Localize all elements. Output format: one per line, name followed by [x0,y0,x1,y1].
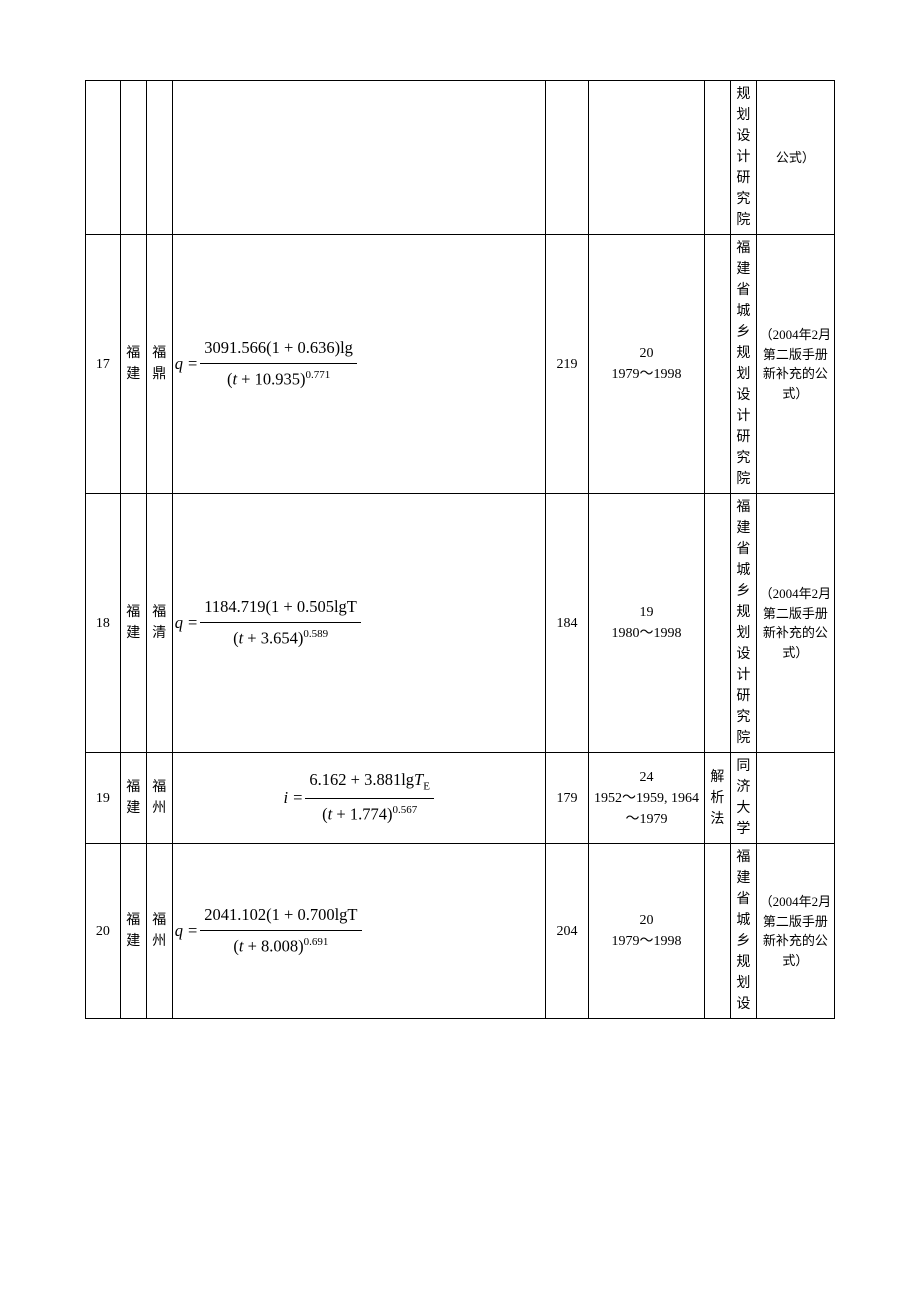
cell-province: 福建 [120,235,146,494]
table-row: 19 福建 福州 i = 6.162 + 3.881lgTE (t + 1.77… [86,753,835,844]
formula-lhs: i [284,786,289,811]
fraction: 6.162 + 3.881lgTE (t + 1.774)0.567 [305,765,434,830]
cell-formula: q = 2041.102(1 + 0.700lgT (t + 8.008)0.6… [172,844,545,1019]
formula-lhs: q [175,352,183,377]
years-range: 1980～1998 [611,626,681,641]
cell-institution: 福建省城乡规划设计研究院 [730,235,756,494]
years-range: 1979～1998 [611,367,681,382]
equals-sign: = [188,352,197,377]
cell-formula: i = 6.162 + 3.881lgTE (t + 1.774)0.567 [172,753,545,844]
cell-years [589,81,705,235]
cell-years: 19 1980～1998 [589,494,705,753]
numerator: 6.162 + 3.881lgTE [305,765,434,799]
cell-years: 20 1979～1998 [589,235,705,494]
cell-note: （2004年2月第二版手册新补充的公式） [756,494,834,753]
cell-method [704,81,730,235]
years-count: 19 [639,605,653,620]
fraction: 3091.566(1 + 0.636)lg (t + t + 10.93510.… [200,333,357,396]
cell-institution: 同济大学 [730,753,756,844]
cell-method: 解析法 [704,753,730,844]
cell-city: 福州 [146,753,172,844]
cell-value: 204 [545,844,588,1019]
denominator: (t + 1.774)0.567 [318,799,421,830]
numerator: 3091.566(1 + 0.636)lg [200,333,357,365]
table-row: 17 福建 福鼎 q = 3091.566(1 + 0.636)lg (t + … [86,235,835,494]
cell-method [704,844,730,1019]
cell-province: 福建 [120,494,146,753]
cell-formula: q = 1184.719(1 + 0.505lgT (t + 3.654)0.5… [172,494,545,753]
cell-note: （2004年2月第二版手册新补充的公式） [756,235,834,494]
denominator: (t + t + 10.93510.935)0.771 [223,364,334,395]
cell-city: 福清 [146,494,172,753]
years-count: 20 [639,913,653,928]
cell-institution: 规划设计研究院 [730,81,756,235]
cell-value: 179 [545,753,588,844]
formula-lhs: q [175,919,183,944]
cell-idx: 18 [86,494,121,753]
cell-idx: 17 [86,235,121,494]
years-range: 1979～1998 [611,934,681,949]
cell-city: 福鼎 [146,235,172,494]
cell-years: 24 1952～1959, 1964～1979 [589,753,705,844]
cell-institution: 福建省城乡规划设 [730,844,756,1019]
cell-idx: 19 [86,753,121,844]
cell-province [120,81,146,235]
cell-city [146,81,172,235]
cell-formula [172,81,545,235]
cell-province: 福建 [120,753,146,844]
numerator: 1184.719(1 + 0.505lgT [200,592,361,624]
cell-idx [86,81,121,235]
cell-method [704,235,730,494]
equals-sign: = [188,611,197,636]
cell-institution: 福建省城乡规划设计研究院 [730,494,756,753]
cell-years: 20 1979～1998 [589,844,705,1019]
fraction: 1184.719(1 + 0.505lgT (t + 3.654)0.589 [200,592,361,655]
years-count: 24 [639,770,653,785]
table-row: 18 福建 福清 q = 1184.719(1 + 0.505lgT (t + … [86,494,835,753]
cell-value: 219 [545,235,588,494]
numerator: 2041.102(1 + 0.700lgT [200,900,361,932]
table-row: 规划设计研究院 公式） [86,81,835,235]
formula-lhs: q [175,611,183,636]
cell-idx: 20 [86,844,121,1019]
equals-sign: = [188,919,197,944]
cell-note [756,753,834,844]
cell-city: 福州 [146,844,172,1019]
rainfall-formula-table: 规划设计研究院 公式） 17 福建 福鼎 q = 3091.566(1 + 0.… [85,80,835,1019]
years-count: 20 [639,346,653,361]
equals-sign: = [293,786,302,811]
cell-method [704,494,730,753]
cell-province: 福建 [120,844,146,1019]
table-row: 20 福建 福州 q = 2041.102(1 + 0.700lgT (t + … [86,844,835,1019]
cell-value [545,81,588,235]
fraction: 2041.102(1 + 0.700lgT (t + 8.008)0.691 [200,900,361,963]
cell-note: （2004年2月第二版手册新补充的公式） [756,844,834,1019]
cell-formula: q = 3091.566(1 + 0.636)lg (t + t + 10.93… [172,235,545,494]
years-range: 1952～1959, 1964～1979 [594,791,699,827]
cell-note: 公式） [756,81,834,235]
cell-value: 184 [545,494,588,753]
denominator: (t + 3.654)0.589 [229,623,332,654]
denominator: (t + 8.008)0.691 [229,931,332,962]
